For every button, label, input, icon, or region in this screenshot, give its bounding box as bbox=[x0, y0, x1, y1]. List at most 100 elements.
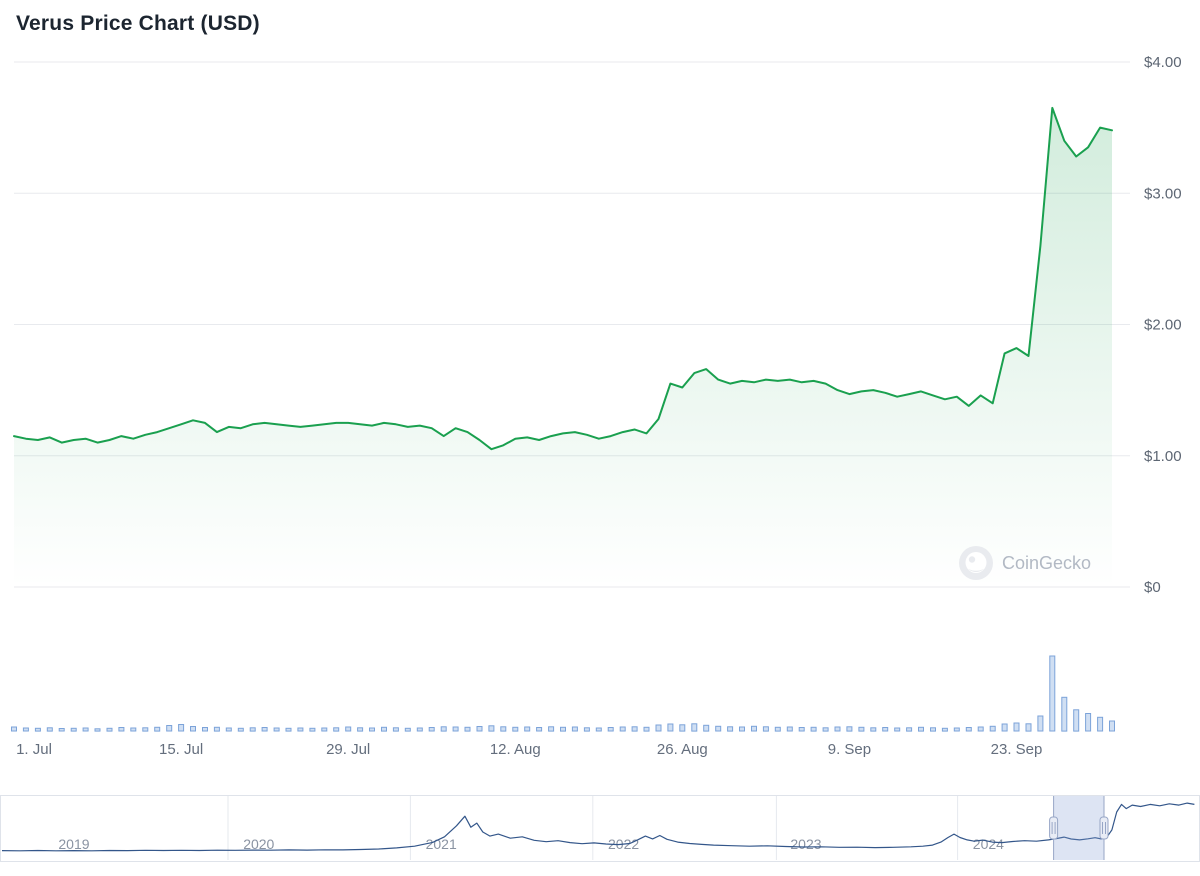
volume-bar bbox=[810, 726, 817, 732]
svg-text:$0: $0 bbox=[1144, 579, 1161, 596]
coingecko-watermark: CoinGecko bbox=[958, 545, 1091, 581]
volume-bar bbox=[46, 727, 53, 732]
volume-bar bbox=[953, 727, 960, 732]
volume-bar bbox=[583, 727, 590, 732]
volume-bar bbox=[739, 726, 745, 732]
volume-bar bbox=[786, 726, 793, 732]
volume-bar bbox=[965, 727, 972, 732]
volume-bar bbox=[751, 725, 757, 732]
navigator-selection[interactable] bbox=[1053, 796, 1104, 860]
volume-bar bbox=[1013, 722, 1020, 732]
volume-bar bbox=[762, 726, 769, 732]
volume-bar bbox=[261, 727, 268, 732]
volume-bar bbox=[798, 727, 805, 732]
volume-bar bbox=[679, 724, 686, 732]
navigator-left-handle-icon[interactable] bbox=[1049, 796, 1059, 860]
volume-bar bbox=[345, 726, 352, 732]
volume-bar bbox=[1073, 709, 1080, 732]
volume-bar bbox=[619, 726, 626, 732]
volume-bar bbox=[524, 726, 531, 732]
svg-text:2019: 2019 bbox=[58, 836, 89, 852]
volume-bar bbox=[1025, 723, 1032, 732]
volume-bar bbox=[476, 726, 483, 732]
volume-bar bbox=[715, 725, 722, 732]
volume-bar bbox=[440, 726, 447, 732]
volume-bar bbox=[416, 727, 423, 732]
volume-bar bbox=[822, 727, 829, 732]
svg-text:2020: 2020 bbox=[243, 836, 274, 852]
volume-bar bbox=[106, 727, 113, 732]
volume-bar bbox=[1049, 655, 1056, 732]
volume-bar bbox=[774, 726, 781, 732]
volume-bar bbox=[500, 726, 507, 732]
volume-bar bbox=[381, 726, 387, 732]
volume-bar bbox=[488, 725, 495, 732]
volume-bar bbox=[428, 727, 435, 732]
price-line bbox=[13, 106, 1113, 451]
volume-bar bbox=[285, 727, 292, 732]
volume-bar bbox=[858, 726, 865, 732]
navigator-frame bbox=[0, 795, 1200, 862]
volume-bar bbox=[452, 726, 459, 732]
volume-bar bbox=[237, 727, 244, 732]
volume-bar bbox=[667, 723, 674, 732]
volume-bar bbox=[536, 727, 543, 732]
volume-bar bbox=[357, 727, 364, 732]
volume-bar bbox=[58, 728, 65, 732]
svg-text:23. Sep: 23. Sep bbox=[991, 741, 1043, 758]
volume-bar bbox=[631, 726, 638, 732]
svg-text:2023: 2023 bbox=[790, 836, 821, 852]
volume-bar bbox=[571, 726, 578, 732]
volume-bar bbox=[1097, 716, 1104, 732]
volume-bar bbox=[225, 727, 232, 732]
volume-bar bbox=[512, 726, 519, 732]
svg-text:$3.00: $3.00 bbox=[1144, 185, 1182, 202]
volume-bar bbox=[1061, 696, 1068, 732]
volume-bar bbox=[190, 726, 196, 732]
volume-bar bbox=[727, 726, 734, 732]
volume-bar bbox=[989, 725, 996, 732]
range-navigator[interactable]: 2019 2020 2021 2022 2023 2024 bbox=[0, 795, 1200, 862]
volume-bar bbox=[34, 727, 41, 732]
volume-bar bbox=[249, 727, 256, 732]
volume-bar bbox=[1085, 713, 1092, 732]
volume-bar bbox=[202, 727, 208, 732]
volume-bar bbox=[1001, 723, 1008, 732]
volume-bar bbox=[309, 727, 316, 732]
volume-bar bbox=[1037, 715, 1044, 732]
svg-text:$2.00: $2.00 bbox=[1144, 317, 1182, 334]
volume-bar bbox=[392, 727, 399, 732]
x-axis: 1. Jul 15. Jul 29. Jul 12. Aug 26. Aug 9. Sep… bbox=[16, 741, 1042, 758]
volume-bar bbox=[548, 726, 555, 732]
volume-bar bbox=[273, 727, 280, 732]
volume-bar bbox=[595, 727, 602, 732]
volume-bar bbox=[11, 726, 17, 732]
navigator-series bbox=[1, 802, 1195, 852]
volume-bar bbox=[118, 727, 125, 732]
navigator-right-handle-icon[interactable] bbox=[1099, 796, 1109, 860]
volume-bar bbox=[703, 724, 710, 732]
volume-bar bbox=[918, 726, 924, 732]
volume-bar bbox=[894, 727, 901, 732]
volume-bar bbox=[130, 727, 137, 732]
svg-text:$4.00: $4.00 bbox=[1144, 54, 1182, 71]
price-area bbox=[14, 107, 1112, 588]
volume-bar bbox=[560, 726, 566, 732]
svg-text:$1.00: $1.00 bbox=[1144, 448, 1182, 465]
volume-bar bbox=[70, 727, 77, 732]
volume-bar bbox=[297, 727, 304, 732]
volume-bar bbox=[178, 724, 185, 732]
svg-text:1. Jul: 1. Jul bbox=[16, 741, 52, 758]
svg-text:2024: 2024 bbox=[973, 836, 1004, 852]
volume-bar bbox=[834, 726, 841, 732]
volume-bar bbox=[82, 727, 89, 732]
volume-bar bbox=[333, 727, 340, 732]
volume-bar bbox=[142, 727, 149, 732]
volume-bar bbox=[643, 726, 650, 732]
volume-bar bbox=[369, 727, 375, 732]
volume-bar bbox=[882, 727, 889, 732]
volume-bar bbox=[166, 725, 173, 732]
volume-bar bbox=[607, 727, 614, 732]
